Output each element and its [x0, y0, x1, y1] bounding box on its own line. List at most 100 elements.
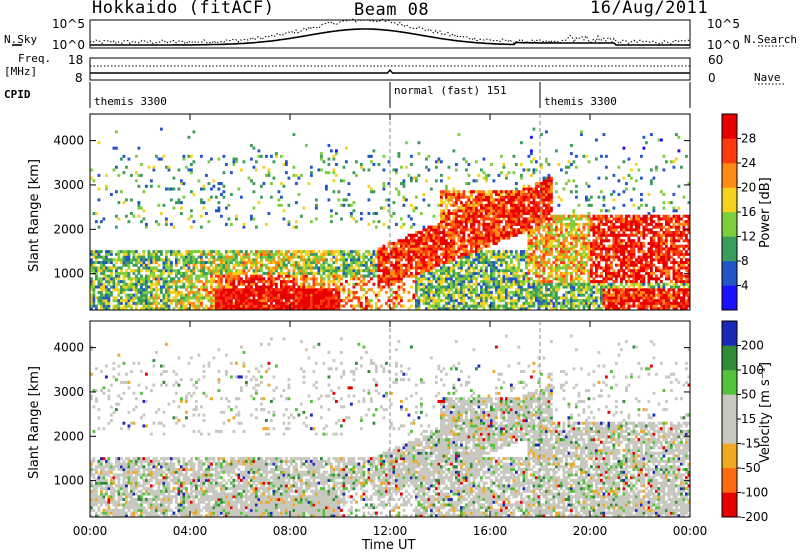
noise-right-top: 10^5	[707, 17, 740, 31]
heatmap-cell	[235, 301, 238, 305]
heatmap-cell	[302, 269, 306, 273]
heatmap-cell	[310, 296, 313, 300]
heatmap-cell	[232, 258, 236, 262]
heatmap-cell	[470, 271, 473, 275]
heatmap-cell	[260, 301, 263, 305]
heatmap-cell	[392, 307, 396, 310]
heatmap-cell	[422, 261, 426, 265]
heatmap-cell	[545, 233, 548, 237]
heatmap-cell	[237, 293, 241, 297]
heatmap-cell	[437, 203, 441, 207]
heatmap-cell	[402, 274, 406, 278]
heatmap-cell	[505, 285, 508, 289]
heatmap-cell	[555, 258, 558, 262]
heatmap-cell	[235, 296, 238, 300]
heatmap-cell	[482, 258, 486, 262]
heatmap-cell	[432, 247, 436, 251]
heatmap-cell	[327, 296, 331, 300]
heatmap-cell	[565, 290, 568, 294]
heatmap-cell	[120, 261, 123, 265]
heatmap-cell	[175, 293, 178, 297]
heatmap-cell	[190, 296, 193, 300]
heatmap-cell	[457, 195, 461, 199]
heatmap-cell	[527, 301, 531, 305]
heatmap-cell	[440, 198, 443, 202]
heatmap-cell	[522, 282, 526, 286]
heatmap-cell	[572, 220, 576, 224]
heatmap-cell	[452, 280, 456, 284]
heatmap-cell	[302, 285, 306, 289]
heatmap-cell	[530, 290, 533, 294]
heatmap-cell	[350, 299, 353, 303]
heatmap-cell	[527, 241, 531, 245]
heatmap-cell	[452, 296, 456, 300]
heatmap-cell	[485, 301, 488, 305]
heatmap-cell	[315, 203, 318, 207]
heatmap-cell	[367, 154, 371, 158]
heatmap-cell	[590, 274, 593, 278]
heatmap-cell	[462, 307, 466, 310]
heatmap-cell	[270, 282, 273, 286]
heatmap-cell	[135, 258, 138, 262]
heatmap-cell	[457, 296, 461, 300]
heatmap-cell	[390, 261, 393, 265]
noise-panel-frame	[89, 19, 691, 49]
heatmap-cell	[385, 280, 388, 284]
heatmap-cell	[430, 269, 433, 273]
heatmap-cell	[195, 299, 198, 303]
heatmap-cell	[527, 282, 531, 286]
heatmap-cell	[575, 296, 578, 300]
heatmap-cell	[487, 225, 491, 229]
heatmap-cell	[285, 274, 288, 278]
heatmap-cell	[155, 293, 158, 297]
heatmap-cell	[425, 293, 428, 297]
heatmap-cell	[197, 304, 201, 308]
heatmap-cell	[295, 304, 298, 308]
heatmap-cell	[482, 220, 486, 224]
heatmap-cell	[135, 296, 138, 300]
heatmap-cell	[285, 280, 288, 284]
heatmap-cell	[302, 263, 306, 267]
heatmap-cell	[190, 274, 193, 278]
heatmap-cell	[487, 277, 491, 281]
heatmap-cell	[100, 301, 103, 305]
noise-right-bottom: 10^0	[707, 38, 740, 52]
heatmap-cell	[447, 192, 451, 196]
heatmap-cell	[547, 179, 551, 183]
heatmap-cell	[582, 307, 586, 310]
heatmap-cell	[115, 285, 118, 289]
heatmap-cell	[150, 252, 153, 256]
heatmap-cell	[507, 285, 511, 289]
heatmap-cell	[565, 266, 568, 270]
heatmap-cell	[152, 301, 156, 305]
heatmap-cell	[367, 168, 371, 172]
heatmap-cell	[590, 255, 593, 259]
heatmap-cell	[175, 261, 178, 265]
heatmap-cell	[422, 282, 426, 286]
heatmap-cell	[412, 293, 416, 297]
heatmap-cell	[470, 212, 473, 216]
heatmap-cell	[490, 192, 493, 196]
heatmap-cell	[267, 285, 271, 289]
heatmap-cell	[450, 195, 453, 199]
heatmap-cell	[215, 263, 218, 267]
heatmap-cell	[550, 239, 553, 243]
heatmap-cell	[385, 301, 388, 305]
heatmap-cell	[257, 280, 261, 284]
heatmap-cell	[107, 299, 111, 303]
heatmap-cell	[247, 252, 251, 256]
heatmap-cell	[212, 258, 216, 262]
heatmap-cell	[442, 192, 446, 196]
noise-left-bottom: 10^0	[52, 38, 85, 52]
heatmap-cell	[215, 296, 218, 300]
heatmap-cell	[375, 296, 378, 300]
heatmap-cell	[262, 307, 266, 310]
heatmap-cell	[235, 307, 238, 310]
heatmap-cell	[492, 231, 496, 235]
heatmap-cell	[490, 212, 493, 216]
heatmap-cell	[542, 255, 546, 259]
heatmap-cell	[495, 231, 498, 235]
heatmap-cell	[492, 225, 496, 229]
heatmap-cell	[487, 231, 491, 235]
heatmap-cell	[450, 203, 453, 207]
